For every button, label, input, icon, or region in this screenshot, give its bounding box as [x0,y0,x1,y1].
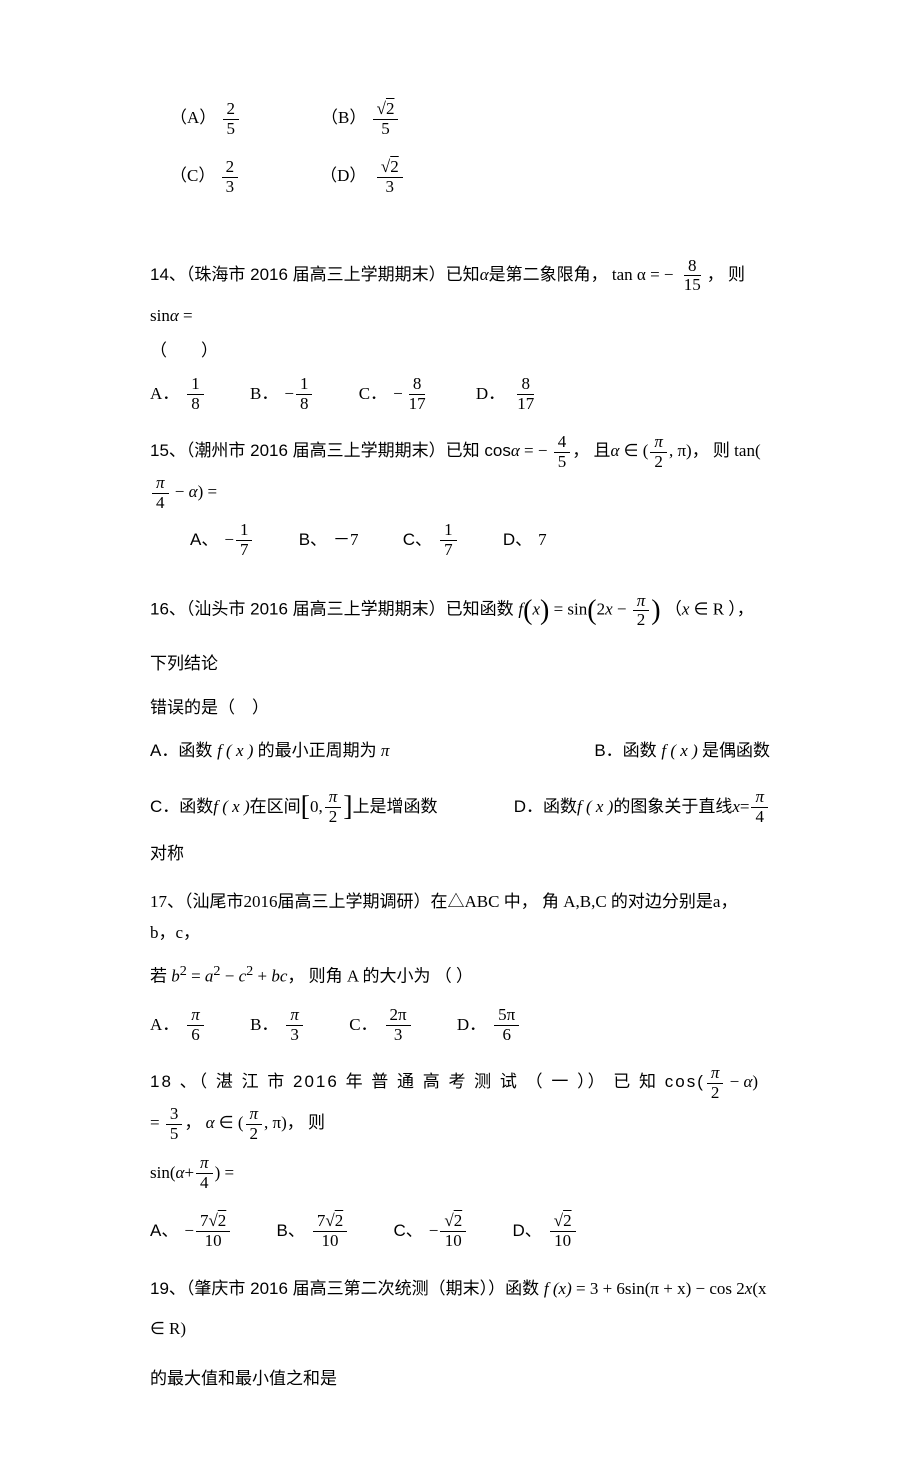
q15-options: A、 − 17 B、 －7 C、 17 D、 7 [190,521,770,559]
question-14: 14、（珠海市 2016 届高三上学期期末）已知α是第二象限角， tan α =… [150,255,770,414]
fraction: √2 5 [373,100,399,138]
q19-text: 19、（肇庆市 2016 届高三第二次统测（期末））函数 f (x) = 3 +… [150,1269,770,1351]
q17-option-c: C． 2π3 [349,1006,412,1044]
q16-option-d-suffix: 对称 [150,839,770,870]
opt-label: （D） [320,166,366,185]
fraction: √2 3 [377,158,403,196]
q17-option-a: A． π6 [150,1006,206,1044]
question-15: 15、（潮州市 2016 届高三上学期期末）已知 cosα = − 45， 且α… [150,431,770,559]
q18-option-a: A、 − 7√210 [150,1212,232,1250]
q16-options-row1: A．函数 f ( x ) 的最小正周期为 π B．函数 f ( x ) 是偶函数 [150,736,770,767]
q16-option-d: D．函数 f ( x ) 的图象关于直线 x = π4 [514,788,770,826]
q15-option-b: B、 －7 [299,525,359,556]
q15-option-d: D、 7 [503,525,547,556]
q17-line1: 17、（汕尾市2016届高三上学期调研）在△ABC 中， 角 A,B,C 的对边… [150,887,770,918]
q18-options: A、 − 7√210 B、 7√210 C、 − √210 D、 √210 [150,1212,770,1250]
q17-options: A． π6 B． π3 C． 2π3 D． 5π6 [150,1006,770,1044]
q15-text: 15、（潮州市 2016 届高三上学期期末）已知 cosα = − 45， 且α… [150,431,770,513]
q14-option-b: B． − 18 [250,375,314,413]
question-18: 18 、（ 湛 江 市 2016 年 普 通 高 考 测 试 （ 一 ）） 已 … [150,1062,770,1250]
q14-option-d: D． 817 [476,375,540,413]
question-17: 17、（汕尾市2016届高三上学期调研）在△ABC 中， 角 A,B,C 的对边… [150,887,770,1044]
q16-option-a: A．函数 f ( x ) 的最小正周期为 π [150,736,389,767]
q18-option-b: B、 7√210 [277,1212,350,1250]
fraction: 2 5 [223,100,240,138]
opt-label: （C） [170,166,215,185]
q13-option-b: （B） √2 5 [321,100,400,138]
q13-options-row1: （A） 2 5 （B） √2 5 [170,100,770,138]
q19-line2: 的最大值和最小值之和是 [150,1364,770,1395]
question-16: 16、（汕头市 2016 届高三上学期期末）已知函数 f(x) = sin(2x… [150,577,770,869]
fraction: 8 15 [680,257,705,295]
q18-line2: sin(α + π4) = [150,1154,234,1192]
q16-options-row2: C．函数 f ( x ) 在区间 [0,π2]上是增函数 D．函数 f ( x … [150,782,770,832]
q17-line3: 若 b2 = a2 − c2 + bc， 则角 A 的大小为 （ ） [150,959,770,992]
question-19: 19、（肇庆市 2016 届高三第二次统测（期末））函数 f (x) = 3 +… [150,1269,770,1395]
q16-line2: 错误的是（ ） [150,693,770,724]
q14-paren: （ ） [150,336,770,367]
q14-text: 14、（珠海市 2016 届高三上学期期末）已知α是第二象限角， tan α =… [150,255,770,337]
q18-option-c: C、 − √210 [393,1212,468,1250]
q16-text: 16、（汕头市 2016 届高三上学期期末）已知函数 f(x) = sin(2x… [150,577,770,685]
q13-option-c: （C） 2 3 [170,158,240,196]
q13-options-row2: （C） 2 3 （D） √2 3 [170,158,770,196]
q14-option-a: A． 18 [150,375,206,413]
fraction: 2 3 [222,158,239,196]
q14-option-c: C． − 817 [359,375,432,413]
q17-option-d: D． 5π6 [457,1006,521,1044]
q13-option-d: （D） √2 3 [320,158,405,196]
q14-options: A． 18 B． − 18 C． − 817 D． 817 [150,375,770,413]
opt-label: （A） [170,108,216,127]
q17-line2: b，c， [150,918,770,949]
q15-option-a: A、 − 17 [190,521,254,559]
q16-option-b: B．函数 f ( x ) 是偶函数 [594,736,770,767]
q15-option-c: C、 17 [403,521,459,559]
q17-option-b: B． π3 [250,1006,305,1044]
q13-option-a: （A） 2 5 [170,100,241,138]
q18-option-d: D、 √210 [512,1212,577,1250]
opt-label: （B） [321,108,366,127]
q16-option-c: C．函数 f ( x ) 在区间 [0,π2]上是增函数 [150,782,438,832]
q18-text: 18 、（ 湛 江 市 2016 年 普 通 高 考 测 试 （ 一 ）） 已 … [150,1062,770,1144]
